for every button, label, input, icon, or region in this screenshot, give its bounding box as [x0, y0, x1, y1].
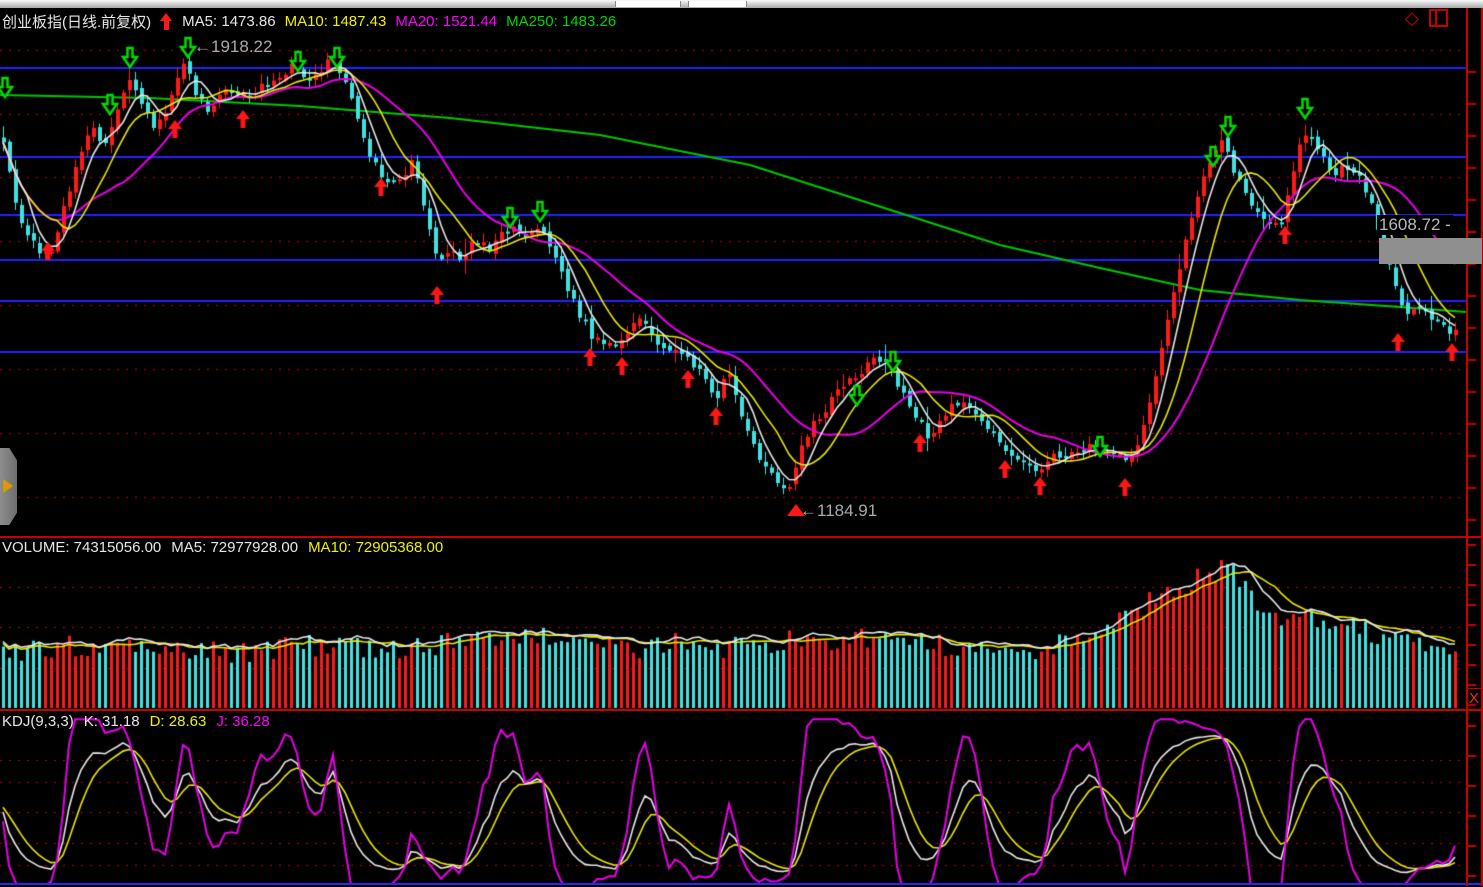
kdj-chart[interactable]	[0, 711, 1483, 884]
scrollbar-thumb[interactable]	[688, 1, 747, 7]
right-price-axis	[1466, 8, 1468, 886]
page-title: 创业板指(日线.前复权)	[2, 14, 152, 31]
volume-ma10-value: MA10: 72905368.00	[308, 539, 444, 556]
volume-header: VOLUME: 74315056.00 MA5: 72977928.00 MA1…	[2, 539, 443, 556]
volume-ma5-value: MA5: 72977928.00	[171, 539, 299, 556]
kdj-d-value: D: 28.63	[149, 713, 207, 730]
price-highlight-box	[1379, 238, 1482, 264]
main-chart-header: 创业板指(日线.前复权) MA5: 1473.86 MA10: 1487.43 …	[2, 11, 616, 32]
ma5-value: MA5: 1473.86	[182, 13, 276, 30]
panel-separator	[0, 536, 1483, 538]
kdj-j-value: J: 36.28	[216, 713, 270, 730]
kdj-name: KDJ(9,3,3)	[2, 713, 74, 730]
main-price-chart[interactable]	[0, 8, 1483, 537]
trough-price-label: ←1184.91	[800, 501, 878, 520]
kdj-k-value: K: 31.18	[83, 713, 140, 730]
peak-price-label: ←1918.22	[194, 37, 273, 56]
close-indicator-button[interactable]: X	[1467, 688, 1481, 707]
right-border	[1481, 8, 1483, 886]
trough-marker-icon	[787, 504, 805, 516]
window-controls: ◇	[1405, 8, 1448, 28]
sidebar-expand-tab[interactable]	[0, 448, 17, 525]
current-price-tag: 1608.72 -	[1377, 215, 1453, 235]
volume-value: VOLUME: 74315056.00	[2, 539, 162, 556]
ma20-value: MA20: 1521.44	[395, 13, 498, 30]
kdj-header: KDJ(9,3,3) K: 31.18 D: 28.63 J: 36.28	[2, 713, 270, 730]
bottom-border	[0, 883, 1483, 885]
split-window-icon[interactable]	[1428, 9, 1448, 27]
volume-chart[interactable]	[0, 537, 1483, 710]
top-scrollbar[interactable]	[0, 0, 1483, 8]
expand-arrow-icon	[3, 479, 13, 493]
diamond-icon[interactable]: ◇	[1405, 8, 1419, 28]
ma250-value: MA250: 1483.26	[506, 13, 617, 30]
up-arrow-icon	[160, 12, 173, 31]
scrollbar-thumb[interactable]	[615, 1, 681, 7]
ma10-value: MA10: 1487.43	[284, 13, 387, 30]
panel-separator	[0, 709, 1483, 711]
